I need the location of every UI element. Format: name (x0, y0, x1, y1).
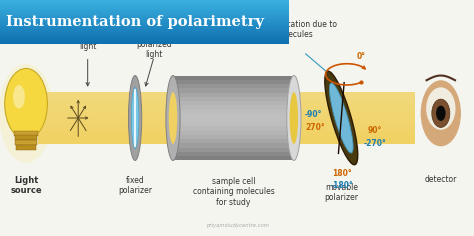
FancyBboxPatch shape (173, 80, 294, 84)
FancyBboxPatch shape (173, 126, 294, 131)
FancyBboxPatch shape (0, 28, 289, 29)
FancyBboxPatch shape (173, 135, 294, 139)
FancyBboxPatch shape (173, 148, 294, 152)
FancyBboxPatch shape (0, 15, 289, 16)
FancyBboxPatch shape (0, 12, 289, 13)
FancyBboxPatch shape (0, 9, 289, 10)
FancyBboxPatch shape (0, 3, 289, 4)
Text: detector: detector (425, 175, 457, 184)
Ellipse shape (287, 76, 301, 160)
Text: fixed
polarizer: fixed polarizer (118, 176, 152, 195)
Text: unpolarized
light: unpolarized light (65, 32, 110, 51)
FancyBboxPatch shape (0, 16, 289, 17)
FancyBboxPatch shape (0, 35, 289, 36)
FancyBboxPatch shape (38, 125, 415, 131)
FancyBboxPatch shape (0, 38, 289, 39)
FancyBboxPatch shape (0, 36, 289, 38)
FancyBboxPatch shape (0, 20, 289, 22)
Ellipse shape (169, 92, 177, 144)
Text: -180°: -180° (331, 181, 354, 190)
FancyBboxPatch shape (38, 118, 415, 125)
Ellipse shape (325, 71, 358, 165)
FancyBboxPatch shape (15, 135, 37, 140)
Text: Optical rotation due to
molecules: Optical rotation due to molecules (250, 20, 337, 39)
FancyBboxPatch shape (173, 84, 294, 88)
Text: movable
polarizer: movable polarizer (324, 183, 358, 202)
FancyBboxPatch shape (0, 4, 289, 6)
Text: Linearly
polarized
light: Linearly polarized light (136, 30, 172, 59)
FancyBboxPatch shape (173, 97, 294, 101)
FancyBboxPatch shape (173, 131, 294, 135)
FancyBboxPatch shape (0, 39, 289, 41)
FancyBboxPatch shape (0, 34, 289, 35)
FancyBboxPatch shape (0, 23, 289, 25)
FancyBboxPatch shape (0, 17, 289, 19)
FancyBboxPatch shape (173, 156, 294, 160)
FancyBboxPatch shape (0, 1, 289, 3)
Ellipse shape (426, 87, 456, 130)
FancyBboxPatch shape (173, 101, 294, 105)
Text: Light
source: Light source (10, 176, 42, 195)
Text: 0°: 0° (357, 52, 365, 61)
FancyBboxPatch shape (173, 76, 294, 80)
Ellipse shape (290, 92, 298, 144)
FancyBboxPatch shape (0, 41, 289, 42)
FancyBboxPatch shape (173, 152, 294, 156)
Ellipse shape (432, 99, 450, 127)
FancyBboxPatch shape (173, 118, 294, 122)
FancyBboxPatch shape (0, 0, 289, 1)
FancyBboxPatch shape (173, 114, 294, 118)
FancyBboxPatch shape (0, 25, 289, 26)
FancyBboxPatch shape (0, 26, 289, 28)
Text: 90°: 90° (367, 126, 382, 135)
Text: -90°: -90° (304, 110, 321, 119)
Text: 180°: 180° (332, 169, 352, 178)
Text: priyamstudycentre.com: priyamstudycentre.com (206, 223, 268, 228)
FancyBboxPatch shape (0, 10, 289, 12)
Text: 270°: 270° (306, 123, 326, 132)
FancyBboxPatch shape (173, 122, 294, 126)
FancyBboxPatch shape (0, 42, 289, 44)
FancyBboxPatch shape (173, 139, 294, 143)
Ellipse shape (128, 76, 142, 160)
Ellipse shape (436, 106, 446, 121)
FancyBboxPatch shape (173, 93, 294, 97)
FancyBboxPatch shape (0, 6, 289, 7)
FancyBboxPatch shape (0, 19, 289, 20)
FancyBboxPatch shape (38, 99, 415, 105)
FancyBboxPatch shape (0, 7, 289, 9)
Ellipse shape (13, 85, 25, 109)
FancyBboxPatch shape (0, 31, 289, 32)
Ellipse shape (0, 64, 53, 163)
FancyBboxPatch shape (0, 29, 289, 31)
Ellipse shape (421, 80, 461, 146)
FancyBboxPatch shape (38, 105, 415, 112)
Ellipse shape (131, 87, 139, 149)
Text: Instrumentation of polarimetry: Instrumentation of polarimetry (6, 15, 264, 29)
FancyBboxPatch shape (0, 22, 289, 23)
FancyBboxPatch shape (173, 110, 294, 114)
Ellipse shape (329, 83, 353, 153)
FancyBboxPatch shape (15, 140, 37, 145)
Text: sample cell
containing molecules
for study: sample cell containing molecules for stu… (192, 177, 274, 207)
FancyBboxPatch shape (0, 32, 289, 34)
FancyBboxPatch shape (173, 88, 294, 93)
FancyBboxPatch shape (14, 131, 38, 136)
FancyBboxPatch shape (173, 143, 294, 148)
FancyBboxPatch shape (173, 105, 294, 110)
FancyBboxPatch shape (38, 92, 415, 99)
FancyBboxPatch shape (38, 92, 415, 144)
Ellipse shape (5, 68, 47, 139)
FancyBboxPatch shape (38, 112, 415, 118)
FancyBboxPatch shape (0, 13, 289, 15)
Ellipse shape (166, 76, 180, 160)
FancyBboxPatch shape (16, 145, 36, 150)
Text: -270°: -270° (364, 139, 387, 148)
